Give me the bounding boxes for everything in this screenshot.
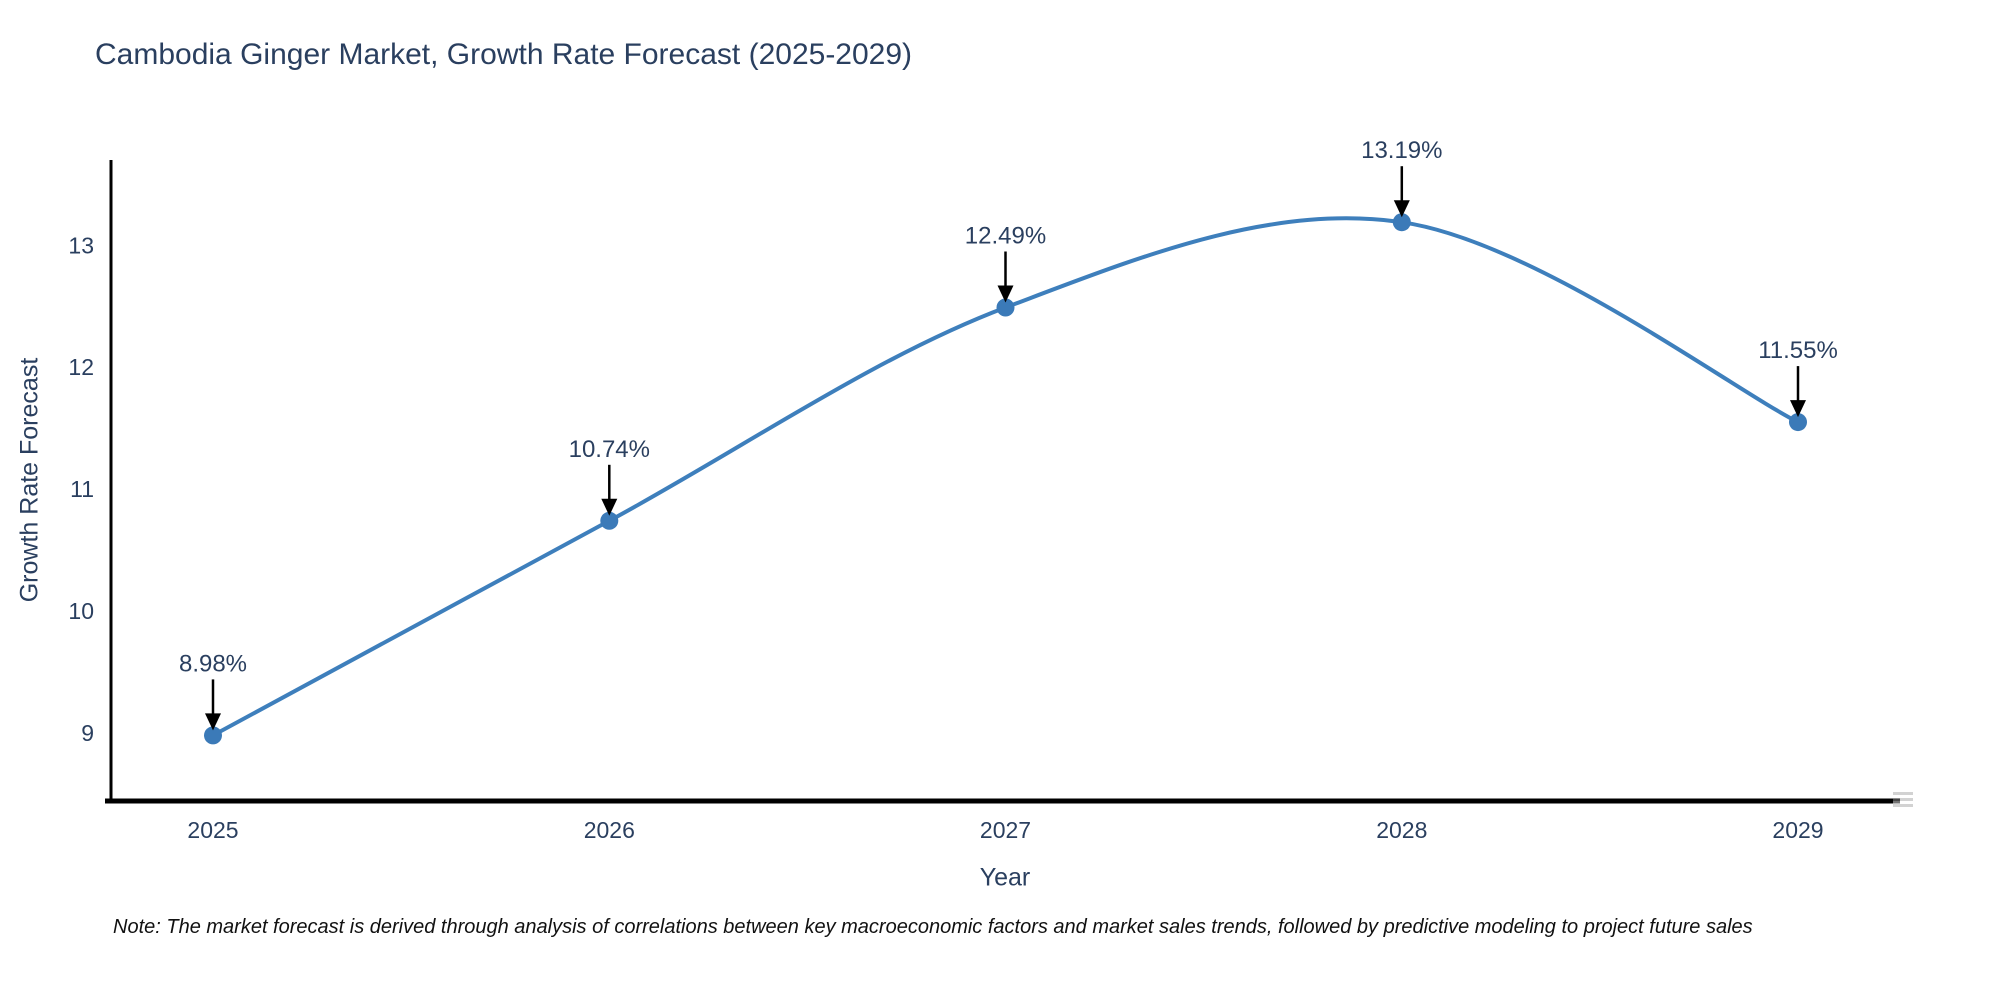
chart-title: Cambodia Ginger Market, Growth Rate Fore… [95,38,913,71]
modebar-artifact [1893,792,1913,808]
annotation-arrowhead [1393,200,1410,218]
data-point-marker[interactable] [1392,213,1411,232]
x-tick-label: 2026 [584,817,635,843]
data-point-marker[interactable] [204,726,222,745]
x-axis-title: Year [979,863,1031,892]
annotation-arrowhead [1790,400,1806,418]
data-point-marker[interactable] [600,511,619,530]
annotation-arrowhead [601,498,618,516]
footnote: Note: The market forecast is derived thr… [113,916,1753,938]
y-tick-label: 12 [68,354,94,380]
annotation-label: 13.19% [1361,137,1442,164]
annotation-label: 12.49% [965,223,1046,250]
y-tick-label: 11 [70,476,94,502]
x-tick-label: 2025 [187,817,238,843]
x-tick-label: 2029 [1772,817,1823,843]
annotation-label: 10.74% [569,436,650,463]
annotation-label: 11.55% [1758,337,1838,364]
annotation-arrowhead [997,285,1014,303]
y-axis-title: Growth Rate Forecast [15,357,44,603]
y-tick-label: 13 [68,232,94,258]
y-tick-label: 10 [68,598,94,624]
annotation-label: 8.98% [179,650,247,677]
y-tick-label: 9 [81,720,94,746]
data-point-marker[interactable] [1789,413,1807,432]
x-tick-label: 2027 [980,817,1031,843]
annotation-arrowhead [205,713,221,731]
data-point-marker[interactable] [996,298,1015,317]
x-tick-label: 2028 [1376,817,1427,843]
